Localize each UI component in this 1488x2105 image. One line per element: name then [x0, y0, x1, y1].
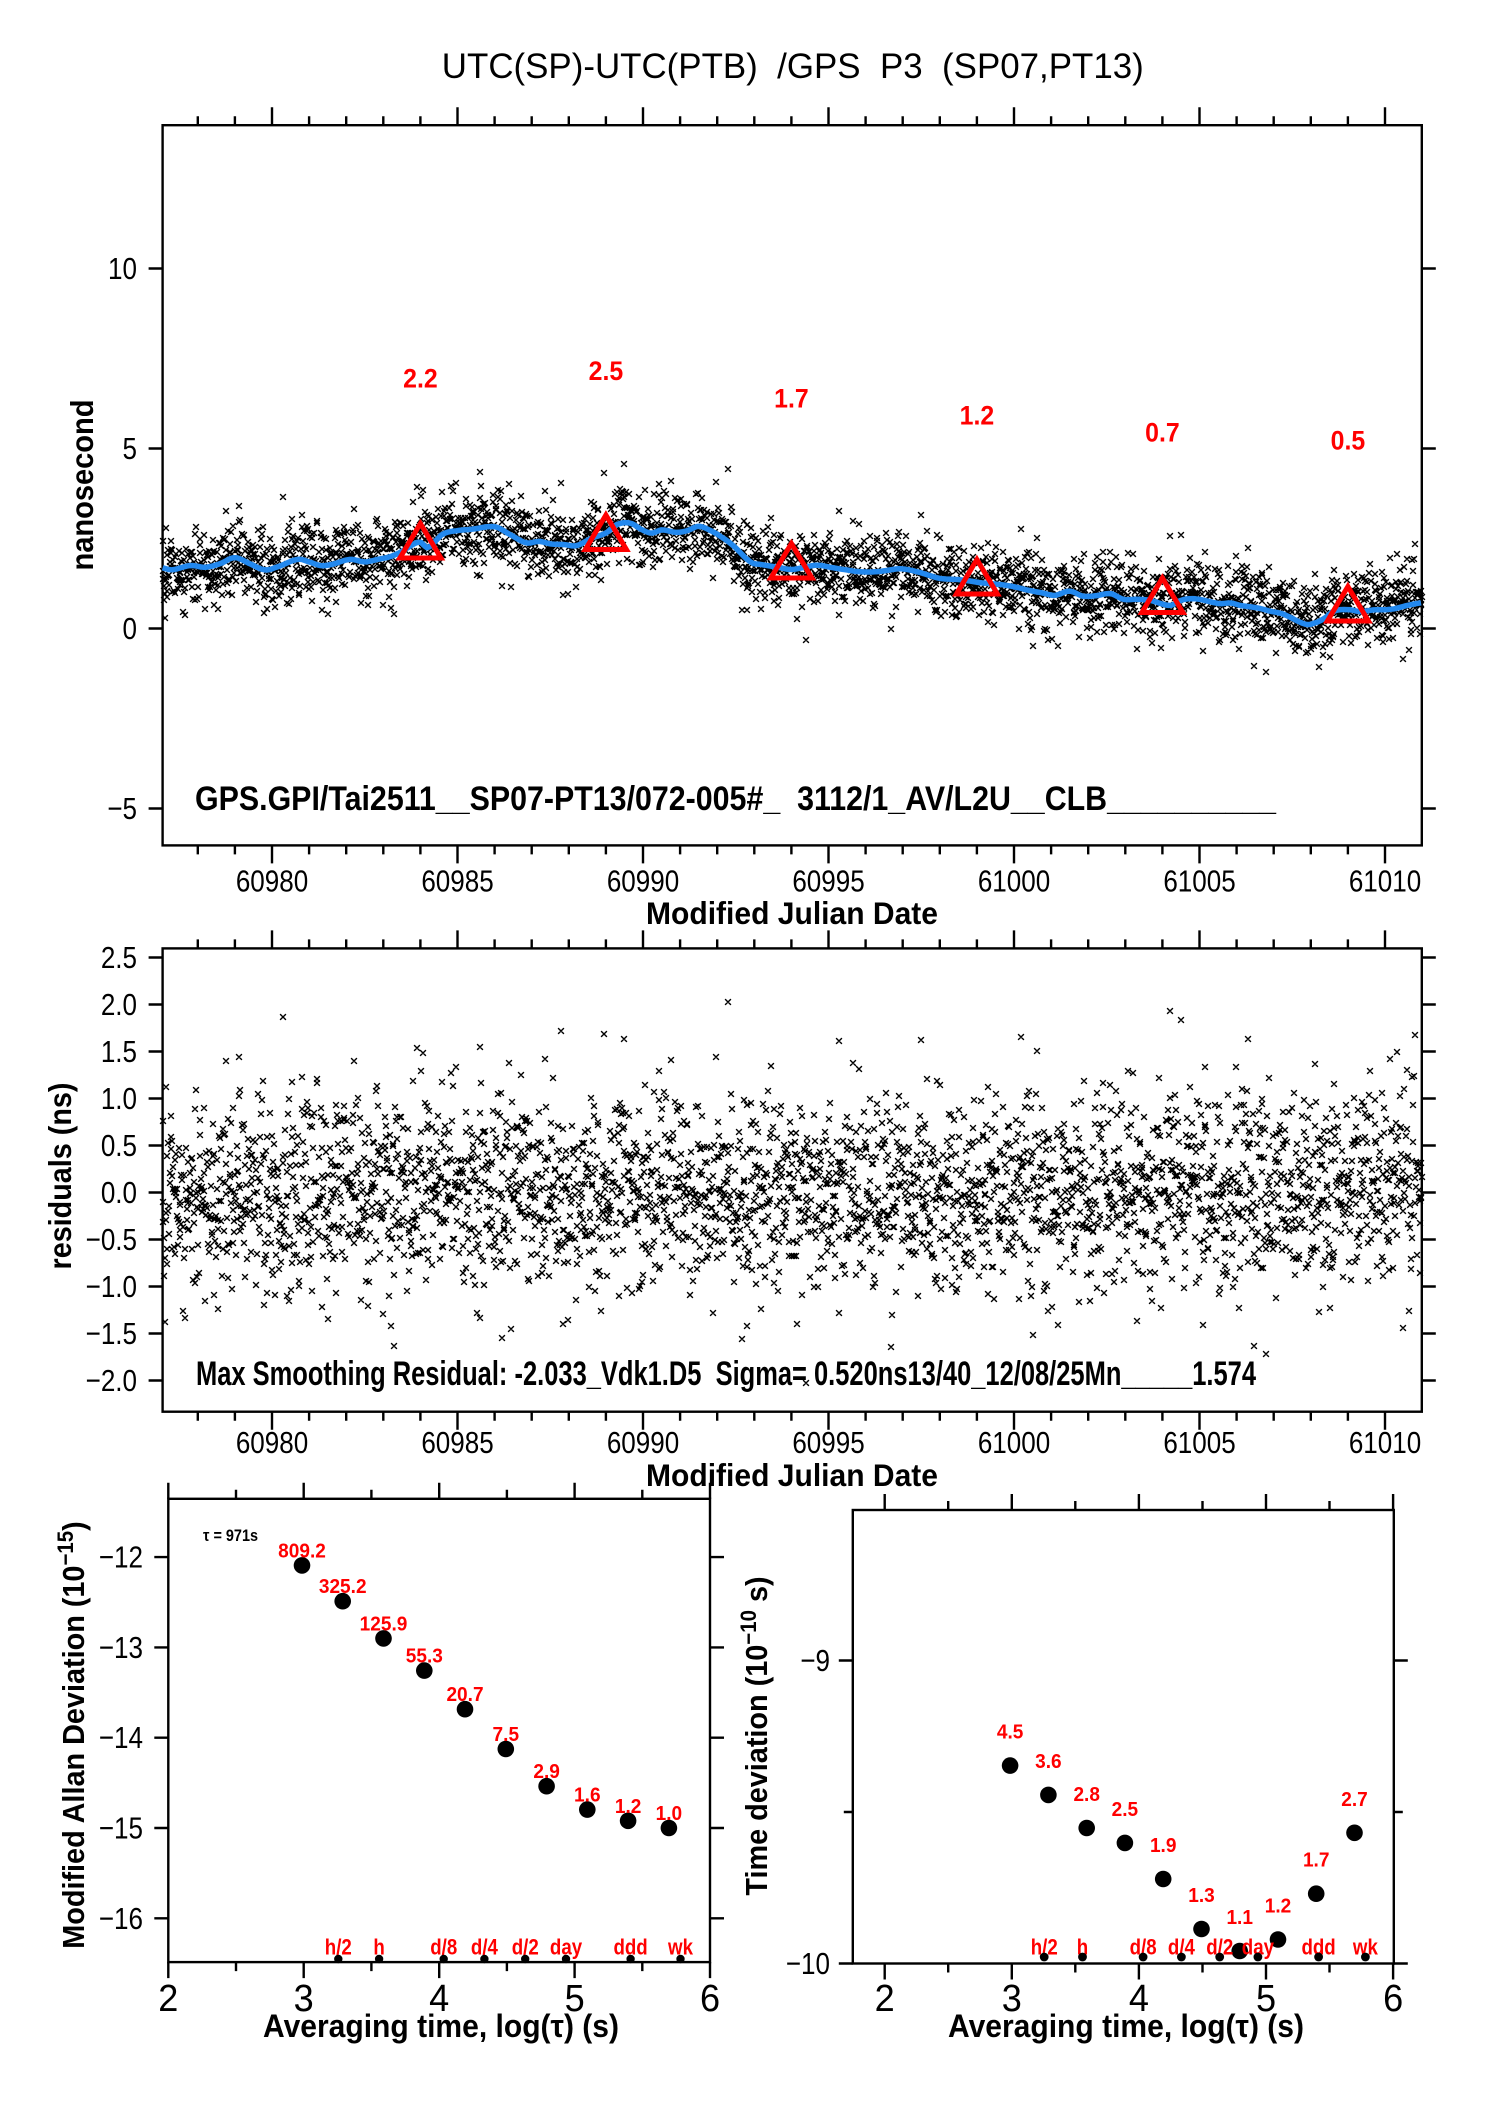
- svg-text:61000: 61000: [978, 865, 1050, 900]
- svg-text:55.3: 55.3: [406, 1645, 443, 1668]
- svg-text:61010: 61010: [1349, 1426, 1421, 1461]
- svg-text:4: 4: [429, 1976, 449, 2019]
- svg-text:d/2: d/2: [1206, 1936, 1233, 1960]
- svg-text:1.3: 1.3: [1188, 1884, 1214, 1907]
- svg-text:2.5: 2.5: [589, 357, 624, 386]
- svg-text:61005: 61005: [1163, 1426, 1235, 1461]
- svg-text:h/2: h/2: [1031, 1936, 1058, 1960]
- svg-text:0.5: 0.5: [1331, 427, 1366, 456]
- svg-text:5: 5: [565, 1976, 585, 2019]
- svg-text:1.2: 1.2: [1265, 1895, 1291, 1918]
- svg-text:1.0: 1.0: [101, 1082, 137, 1117]
- svg-text:10: 10: [108, 252, 137, 287]
- svg-text:h: h: [1077, 1936, 1088, 1960]
- svg-text:h/2: h/2: [325, 1936, 352, 1960]
- svg-text:60985: 60985: [421, 1426, 493, 1461]
- svg-text:d/4: d/4: [471, 1936, 499, 1960]
- svg-text:2.5: 2.5: [101, 941, 137, 976]
- svg-text:0.0: 0.0: [101, 1176, 137, 1211]
- svg-text:−9: −9: [800, 1644, 830, 1679]
- svg-text:5: 5: [123, 432, 137, 467]
- svg-text:6: 6: [700, 1976, 720, 2019]
- svg-text:UTC(SP)-UTC(PTB) /GPS P3 (S: UTC(SP)-UTC(PTB) /GPS P3 (SP07,PT13): [442, 46, 1144, 86]
- svg-text:−12: −12: [99, 1541, 143, 1576]
- svg-text:ddd: ddd: [1301, 1936, 1335, 1960]
- svg-text:2: 2: [875, 1976, 895, 2019]
- svg-text:60985: 60985: [421, 865, 493, 900]
- svg-text:Averaging time, log(τ) (s): Averaging time, log(τ) (s): [263, 2008, 619, 2044]
- svg-text:−13: −13: [99, 1631, 143, 1666]
- svg-text:4.5: 4.5: [997, 1721, 1023, 1744]
- svg-text:0: 0: [123, 612, 137, 647]
- svg-text:−2.0: −2.0: [86, 1364, 137, 1399]
- svg-text:1.7: 1.7: [1303, 1849, 1329, 1872]
- svg-text:61010: 61010: [1349, 865, 1421, 900]
- svg-text:h: h: [373, 1936, 384, 1960]
- svg-text:60995: 60995: [792, 865, 864, 900]
- svg-text:2.5: 2.5: [1112, 1798, 1138, 1821]
- svg-text:3.6: 3.6: [1035, 1750, 1061, 1773]
- svg-text:61000: 61000: [978, 1426, 1050, 1461]
- svg-text:Averaging time, log(τ) (s): Averaging time, log(τ) (s): [948, 2008, 1304, 2044]
- svg-text:Modified Julian Date: Modified Julian Date: [646, 895, 938, 931]
- svg-text:1.1: 1.1: [1226, 1906, 1252, 1929]
- svg-text:−1.0: −1.0: [86, 1270, 137, 1305]
- svg-text:d/8: d/8: [430, 1936, 457, 1960]
- svg-text:2.7: 2.7: [1341, 1788, 1367, 1811]
- svg-text:3: 3: [1002, 1976, 1022, 2019]
- svg-text:60995: 60995: [792, 1426, 864, 1461]
- svg-text:GPS.GPI/Tai2511__SP07-PT13/072: GPS.GPI/Tai2511__SP07-PT13/072-005#_ 311…: [195, 780, 1277, 818]
- svg-text:7.5: 7.5: [493, 1723, 519, 1746]
- svg-text:d/8: d/8: [1130, 1936, 1157, 1960]
- svg-text:2.2: 2.2: [403, 365, 438, 394]
- svg-text:−1.5: −1.5: [86, 1317, 137, 1352]
- svg-text:day: day: [1242, 1936, 1275, 1960]
- svg-text:0.7: 0.7: [1145, 419, 1180, 448]
- svg-text:809.2: 809.2: [278, 1540, 326, 1563]
- svg-text:wk: wk: [667, 1936, 693, 1960]
- svg-text:−15: −15: [99, 1811, 143, 1846]
- svg-text:1.9: 1.9: [1150, 1834, 1176, 1857]
- svg-text:−10: −10: [786, 1947, 830, 1982]
- svg-text:−14: −14: [99, 1721, 143, 1756]
- svg-text:125.9: 125.9: [360, 1613, 408, 1636]
- svg-text:d/2: d/2: [512, 1936, 539, 1960]
- svg-text:wk: wk: [1352, 1936, 1378, 1960]
- svg-text:Modified Allan Deviation (10−1: Modified Allan Deviation (10−15): [53, 1521, 91, 1949]
- svg-text:2.8: 2.8: [1073, 1783, 1099, 1806]
- svg-text:5: 5: [1256, 1976, 1276, 2019]
- svg-text:τ = 971s: τ = 971s: [203, 1527, 258, 1545]
- svg-text:4: 4: [1129, 1976, 1149, 2019]
- svg-text:−0.5: −0.5: [86, 1223, 137, 1258]
- svg-text:6: 6: [1383, 1976, 1403, 2019]
- svg-text:60990: 60990: [607, 865, 679, 900]
- svg-text:2.9: 2.9: [533, 1761, 559, 1784]
- svg-text:325.2: 325.2: [319, 1576, 367, 1599]
- svg-text:2.0: 2.0: [101, 988, 137, 1023]
- svg-text:residuals (ns): residuals (ns): [42, 1083, 78, 1270]
- svg-text:Max Smoothing Residual: -2.033: Max Smoothing Residual: -2.033_Vdk1.D5 S…: [196, 1355, 1256, 1393]
- svg-text:−16: −16: [99, 1902, 143, 1937]
- svg-text:d/4: d/4: [1168, 1936, 1196, 1960]
- svg-text:61005: 61005: [1163, 865, 1235, 900]
- svg-text:1.7: 1.7: [774, 385, 809, 414]
- svg-text:Modified Julian Date: Modified Julian Date: [646, 1457, 938, 1493]
- svg-text:1.0: 1.0: [656, 1802, 682, 1825]
- svg-text:day: day: [550, 1936, 583, 1960]
- svg-text:ddd: ddd: [613, 1936, 647, 1960]
- svg-text:60980: 60980: [236, 865, 308, 900]
- svg-text:60980: 60980: [236, 1426, 308, 1461]
- svg-text:0.5: 0.5: [101, 1129, 137, 1164]
- svg-text:1.5: 1.5: [101, 1035, 137, 1070]
- svg-text:2: 2: [158, 1976, 178, 2019]
- svg-text:nanosecond: nanosecond: [64, 400, 100, 571]
- svg-text:1.2: 1.2: [960, 402, 995, 431]
- svg-text:−5: −5: [107, 792, 137, 827]
- svg-text:1.2: 1.2: [615, 1795, 641, 1818]
- svg-text:3: 3: [294, 1976, 314, 2019]
- svg-text:20.7: 20.7: [446, 1684, 483, 1707]
- svg-text:1.6: 1.6: [574, 1784, 600, 1807]
- svg-text:60990: 60990: [607, 1426, 679, 1461]
